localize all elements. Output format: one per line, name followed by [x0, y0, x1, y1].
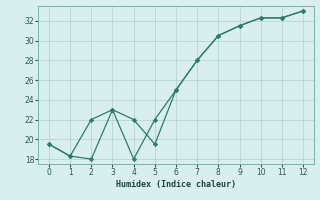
X-axis label: Humidex (Indice chaleur): Humidex (Indice chaleur): [116, 180, 236, 189]
